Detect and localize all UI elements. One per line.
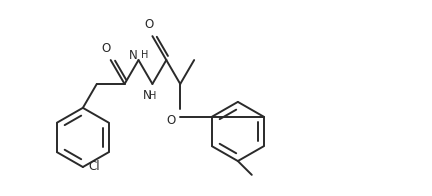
Text: O: O bbox=[166, 114, 175, 127]
Text: O: O bbox=[145, 18, 154, 31]
Text: H: H bbox=[142, 50, 149, 60]
Text: O: O bbox=[101, 42, 110, 55]
Text: N: N bbox=[129, 49, 137, 62]
Text: Cl: Cl bbox=[88, 160, 100, 173]
Text: H: H bbox=[149, 91, 156, 101]
Text: N: N bbox=[143, 89, 152, 102]
